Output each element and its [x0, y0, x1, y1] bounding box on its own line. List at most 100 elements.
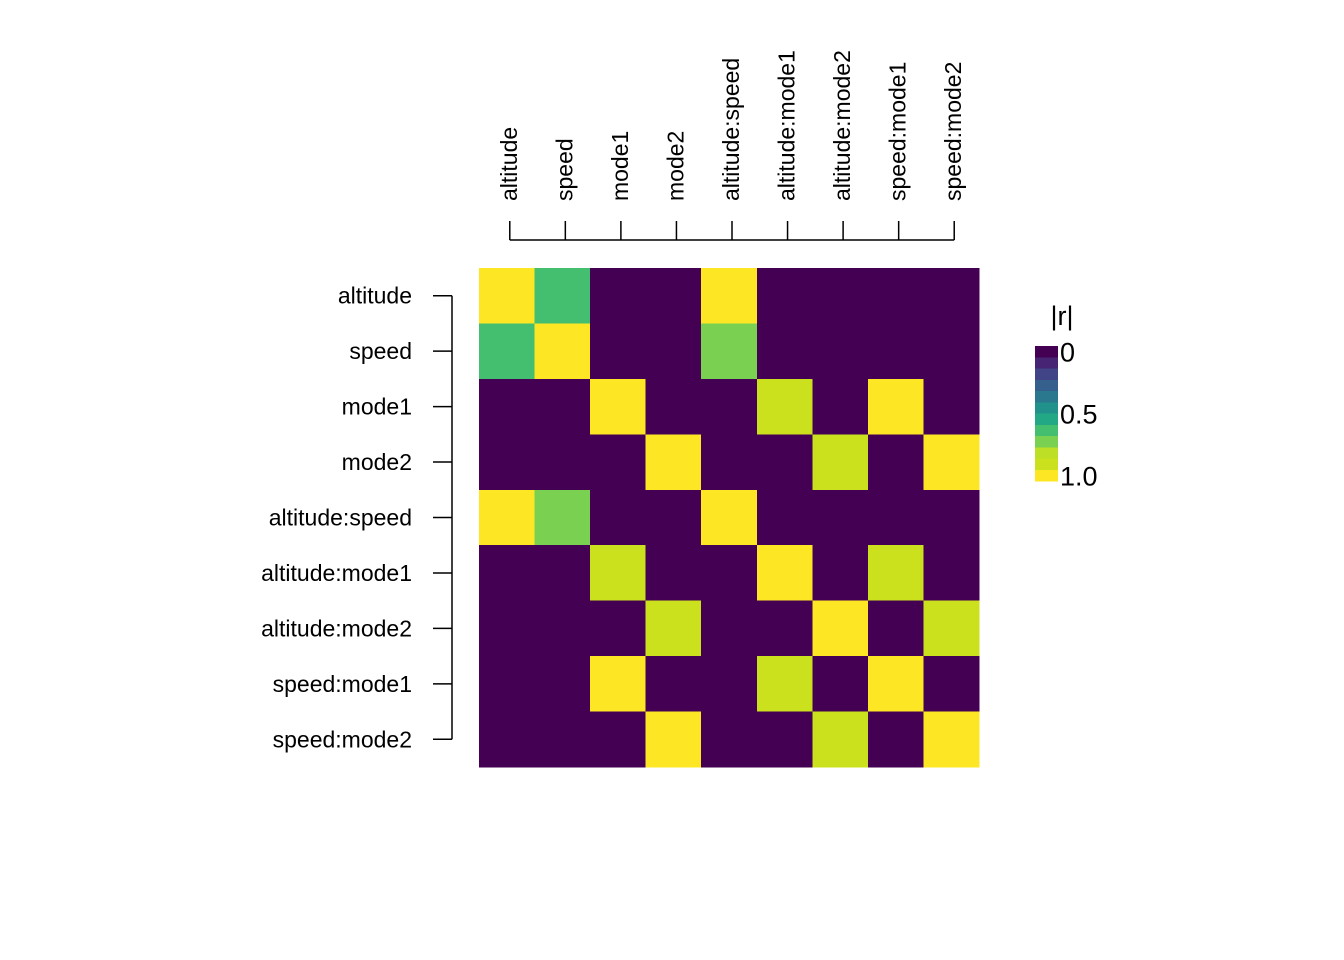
- heatmap-cell-8-7: [867, 711, 925, 768]
- heatmap-cell-6-6: [812, 600, 869, 657]
- legend-swatch-10: [1035, 458, 1058, 471]
- heatmap-cell-3-7: [867, 434, 925, 491]
- heatmap-cell-0-0: [479, 268, 536, 325]
- heatmap-cell-5-8: [923, 545, 980, 602]
- heatmap-cell-8-1: [534, 711, 591, 768]
- legend-title: |r|: [1050, 301, 1073, 331]
- heatmap-cell-7-4: [701, 656, 758, 713]
- heatmap-cell-7-6: [812, 656, 869, 713]
- row-label-altitude: altitude: [338, 283, 412, 309]
- heatmap-cell-5-7: [867, 545, 925, 602]
- row-label-speed-mode1: speed:mode1: [273, 671, 412, 697]
- heatmap-cells: [479, 268, 980, 768]
- column-label-altitude: altitude: [496, 127, 522, 201]
- heatmap-cell-0-4: [701, 268, 758, 325]
- heatmap-cell-3-5: [756, 434, 813, 491]
- heatmap-cell-3-1: [534, 434, 591, 491]
- heatmap-cell-6-0: [479, 600, 536, 657]
- heatmap-cell-8-8: [923, 711, 980, 768]
- column-label-altitude-speed: altitude:speed: [718, 58, 744, 201]
- column-label-speed-mode2: speed:mode2: [940, 62, 966, 201]
- heatmap-cell-7-1: [534, 656, 591, 713]
- heatmap-cell-4-1: [534, 489, 591, 546]
- heatmap-cell-1-6: [812, 323, 869, 380]
- legend-swatch-6: [1035, 413, 1058, 426]
- heatmap-cell-5-1: [534, 545, 591, 602]
- heatmap-cell-1-0: [479, 323, 536, 380]
- heatmap-cell-4-0: [479, 489, 536, 546]
- heatmap-cell-0-3: [645, 268, 702, 325]
- heatmap-cell-5-0: [479, 545, 536, 602]
- heatmap-cell-6-1: [534, 600, 591, 657]
- column-label-speed: speed: [551, 138, 577, 201]
- column-labels: altitude speed mode1 mode2 altitude:speed alt…: [496, 50, 966, 201]
- row-label-altitude-mode2: altitude:mode2: [261, 615, 412, 641]
- column-label-altitude-mode1: altitude:mode1: [774, 50, 800, 201]
- column-axis: [509, 221, 955, 241]
- heatmap-cell-5-3: [645, 545, 702, 602]
- heatmap-cell-2-4: [701, 378, 758, 435]
- heatmap-cell-8-0: [479, 711, 536, 768]
- heatmap-cell-1-5: [756, 323, 813, 380]
- heatmap-cell-5-5: [756, 545, 813, 602]
- legend-swatch-5: [1035, 402, 1058, 414]
- heatmap-cell-2-1: [534, 378, 591, 435]
- heatmap-cell-7-5: [756, 656, 813, 713]
- column-label-altitude-mode2: altitude:mode2: [829, 50, 855, 201]
- row-label-mode2: mode2: [342, 449, 412, 475]
- heatmap-cell-4-4: [701, 489, 758, 546]
- column-label-mode1: mode1: [607, 131, 633, 201]
- heatmap-cell-1-1: [534, 323, 591, 380]
- heatmap-cell-3-4: [701, 434, 758, 491]
- legend-tick-label: 1.0: [1060, 461, 1098, 491]
- heatmap-cell-6-3: [645, 600, 702, 657]
- heatmap-cell-3-8: [923, 434, 980, 491]
- heatmap-cell-2-0: [479, 378, 536, 435]
- heatmap-cell-8-2: [590, 711, 647, 768]
- heatmap-cell-5-6: [812, 545, 869, 602]
- heatmap-cell-4-7: [867, 489, 925, 546]
- heatmap-cell-1-4: [701, 323, 758, 380]
- heatmap-cell-6-2: [590, 600, 647, 657]
- heatmap-cell-2-7: [867, 378, 925, 435]
- row-labels: altitude speed mode1 mode2 altitude:speed alt…: [261, 283, 412, 753]
- heatmap-cell-6-8: [923, 600, 980, 657]
- row-label-speed: speed: [349, 338, 412, 364]
- heatmap-cell-3-6: [812, 434, 869, 491]
- heatmap-cell-7-2: [590, 656, 647, 713]
- heatmap-cell-6-5: [756, 600, 813, 657]
- heatmap-cell-1-3: [645, 323, 702, 380]
- legend-tick-label: 0.5: [1060, 400, 1098, 430]
- heatmap-cell-4-8: [923, 489, 980, 546]
- heatmap-cell-7-7: [867, 656, 925, 713]
- legend-swatch-11: [1035, 469, 1058, 482]
- row-label-altitude-mode1: altitude:mode1: [261, 560, 412, 586]
- heatmap-cell-6-7: [867, 600, 925, 657]
- heatmap-cell-0-8: [923, 268, 980, 325]
- legend-tick-labels: 0 0.5 1.0: [1060, 338, 1098, 492]
- row-label-speed-mode2: speed:mode2: [273, 726, 412, 752]
- heatmap-cell-1-8: [923, 323, 980, 380]
- heatmap-cell-4-5: [756, 489, 813, 546]
- heatmap-cell-2-5: [756, 378, 813, 435]
- heatmap-cell-2-8: [923, 378, 980, 435]
- heatmap-cell-7-0: [479, 656, 536, 713]
- heatmap-cell-2-2: [590, 378, 647, 435]
- legend-swatch-8: [1035, 436, 1058, 448]
- heatmap-cell-3-2: [590, 434, 647, 491]
- heatmap-cell-7-3: [645, 656, 702, 713]
- legend-color-bar: [1035, 346, 1058, 482]
- legend-swatch-3: [1035, 379, 1058, 392]
- heatmap-cell-5-2: [590, 545, 647, 602]
- column-label-speed-mode1: speed:mode1: [885, 62, 911, 201]
- heatmap-cell-8-6: [812, 711, 869, 768]
- row-label-mode1: mode1: [342, 394, 412, 420]
- row-axis: [433, 294, 453, 741]
- heatmap-cell-1-2: [590, 323, 647, 380]
- heatmap-cell-5-4: [701, 545, 758, 602]
- heatmap-cell-8-4: [701, 711, 758, 768]
- row-label-altitude-speed: altitude:speed: [269, 505, 412, 531]
- heatmap-cell-0-1: [534, 268, 591, 325]
- heatmap-cell-0-6: [812, 268, 869, 325]
